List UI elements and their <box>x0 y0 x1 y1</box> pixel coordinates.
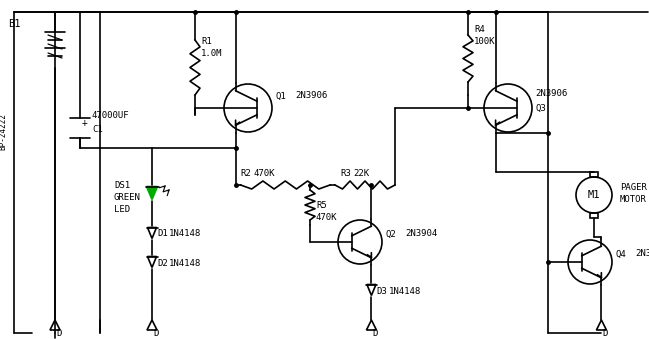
Polygon shape <box>147 186 158 199</box>
Bar <box>590 172 598 177</box>
Text: DS1: DS1 <box>114 180 130 190</box>
Text: Q4: Q4 <box>615 250 626 259</box>
Text: M1: M1 <box>588 190 600 200</box>
Text: D: D <box>602 328 608 338</box>
Text: PAGER: PAGER <box>620 183 647 193</box>
Text: BP-24222: BP-24222 <box>0 113 8 150</box>
Text: D3: D3 <box>376 286 387 296</box>
Text: MOTOR: MOTOR <box>620 196 647 204</box>
Text: D: D <box>153 328 158 338</box>
Text: 1N4148: 1N4148 <box>169 230 201 239</box>
Text: +: + <box>82 118 88 128</box>
Text: 470K: 470K <box>316 214 337 222</box>
Text: R4: R4 <box>474 25 485 35</box>
Text: LED: LED <box>114 204 130 214</box>
Text: GREEN: GREEN <box>114 194 141 202</box>
Text: R3: R3 <box>340 170 350 179</box>
Text: C1: C1 <box>92 125 103 135</box>
Text: D2: D2 <box>157 259 167 267</box>
Text: Q1: Q1 <box>275 92 286 100</box>
Text: R5: R5 <box>316 200 326 210</box>
Text: 1N4148: 1N4148 <box>169 259 201 267</box>
Text: 1N4148: 1N4148 <box>389 286 421 296</box>
Text: Q2: Q2 <box>385 230 396 239</box>
Text: Q3: Q3 <box>535 103 546 113</box>
Text: B1: B1 <box>8 19 21 29</box>
Text: 2N3904: 2N3904 <box>635 250 649 259</box>
Text: 2N3906: 2N3906 <box>535 88 567 98</box>
Bar <box>590 213 598 218</box>
Text: 1.0M: 1.0M <box>201 49 223 59</box>
Text: D: D <box>56 328 62 338</box>
Text: 22K: 22K <box>353 170 369 179</box>
Text: R1: R1 <box>201 38 212 46</box>
Text: 47000UF: 47000UF <box>92 112 130 120</box>
Text: 470K: 470K <box>254 170 275 179</box>
Text: 100K: 100K <box>474 38 495 46</box>
Text: 2N3906: 2N3906 <box>295 92 327 100</box>
Text: D1: D1 <box>157 230 167 239</box>
Text: 2N3904: 2N3904 <box>405 230 437 239</box>
Text: D: D <box>373 328 378 338</box>
Text: R2: R2 <box>241 170 251 179</box>
